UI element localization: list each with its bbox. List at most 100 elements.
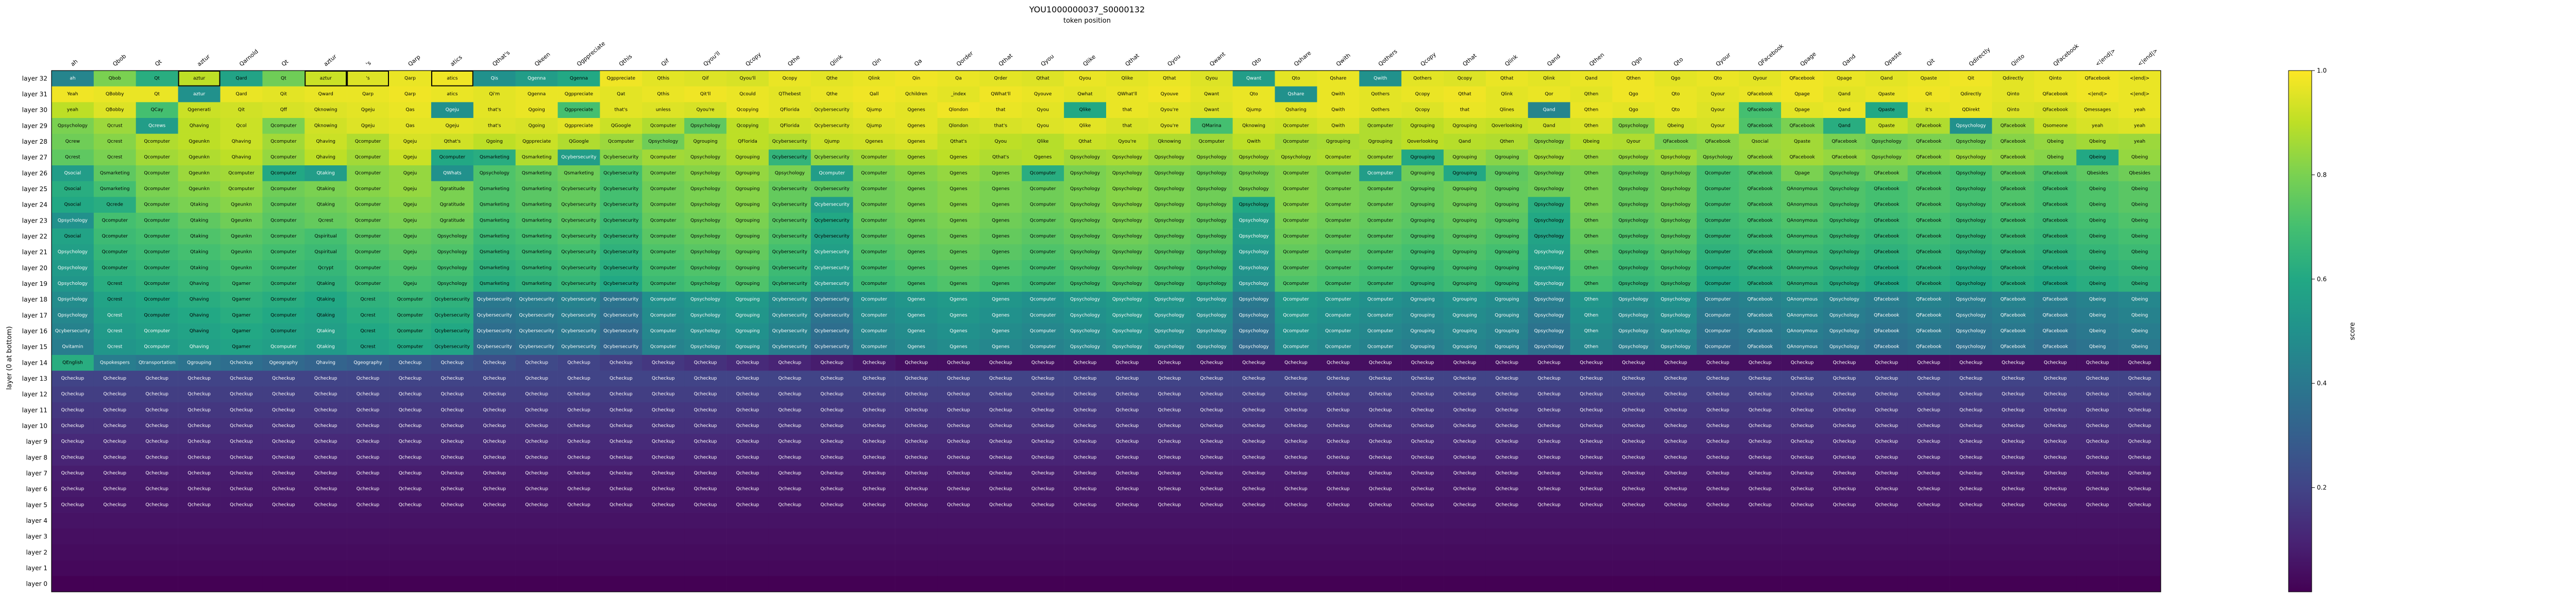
cell-label: Qjump [867,123,882,128]
cell-label: Qpsychology [690,265,721,270]
cell-label: Qcheckup [188,487,211,492]
cell-label: Qgoing [529,123,545,128]
cell-label: Qcheckup [1749,471,1772,476]
cell-label: QFacebook [1916,186,1942,192]
cell-label: QFacebook [1874,218,1900,223]
cell-label: Qcheckup [694,392,717,397]
heatmap-cell [389,434,432,450]
cell-label: Qgrouping [1495,313,1519,318]
heatmap-cell [2034,528,2077,545]
cell-label: Qgeography [353,360,382,365]
heatmap-cell [853,418,895,434]
heatmap-cell [1275,71,1317,87]
cell-label: Qpaste [1921,76,1938,81]
cell-label: Qgrouping [1495,170,1519,176]
heatmap-cell [389,292,432,308]
cell-label: Qcheckup [1622,471,1645,476]
cell-label: Qcheckup [1327,439,1350,445]
cell-label: Qpsychology [1155,250,1185,255]
heatmap-cell [93,292,137,308]
cell-label: Qgenes [907,123,925,128]
heatmap-cell [1654,544,1697,560]
cell-label: Qgrouping [1495,265,1519,270]
heatmap-cell [347,576,389,592]
heatmap-cell [473,513,516,529]
cell-label: atics [447,92,457,97]
cell-label: Qgrouping [1452,313,1477,318]
cell-label: Qpsychology [1956,139,1987,144]
heatmap-cell [135,228,178,245]
cell-label: Qthen [1584,265,1599,270]
cell-label: Qcheckup [314,407,337,413]
heatmap-cell [810,434,854,450]
cell-label: Qcheckup [1833,502,1856,507]
cell-label: Qcheckup [652,487,675,492]
cell-label: Qcheckup [905,392,928,397]
cell-label: QCay [151,108,164,113]
cell-label: Qcheckup [314,439,337,445]
heatmap-cell [1485,228,1529,245]
cell-label: Qyou [1206,76,1218,81]
cell-label: Qgenes [907,170,925,176]
heatmap-cell [937,370,980,387]
heatmap-cell [52,370,94,387]
heatmap-cell [262,292,305,308]
heatmap-cell [937,323,980,339]
heatmap-cell [1907,497,1950,513]
heatmap-cell [1739,292,1782,308]
heatmap-cell [347,544,389,560]
cell-label: Qcybersecurity [815,281,850,286]
heatmap-cell [262,244,305,261]
cell-label: Qcheckup [2128,423,2151,429]
cell-label: QFacebook [1916,297,1942,302]
heatmap-cell [1275,133,1317,150]
cell-label: Qi'm [489,92,500,97]
cell-label: Qcheckup [1116,471,1139,476]
cell-label: Qcybersecurity [772,234,808,239]
cell-label: Qcheckup [1369,423,1392,429]
cell-label: Qcheckup [399,439,422,445]
heatmap-cell [1865,292,1908,308]
cell-label: Qcheckup [1031,407,1055,413]
heatmap-cell [810,450,854,466]
heatmap-cell [93,386,137,403]
cell-label: Qgoing [529,108,545,113]
cell-label: Qcomputer [1283,297,1309,302]
heatmap-cell [1148,133,1191,150]
cell-label: Qsocial [64,186,81,192]
cell-label: Qcheckup [652,502,675,507]
cell-label: Qcheckup [230,423,253,429]
heatmap-cell [810,118,854,134]
cell-label: Qcheckup [736,487,759,492]
cell-label: Qlines [1500,108,1514,113]
cell-label: Qcheckup [1242,376,1265,381]
heatmap-cell [1190,197,1233,213]
heatmap-cell [1907,560,1950,576]
heatmap-cell [1950,370,1992,387]
cell-label: QBobby [106,108,124,113]
cell-label: Qgppreciate [522,139,551,144]
heatmap-cell [135,197,178,213]
cell-label: Qcheckup [1411,502,1434,507]
heatmap-cell [1781,260,1824,276]
cell-label: Qpsychology [690,329,721,334]
cell-label: aztur [193,92,205,97]
column-label: Qcopy [744,51,762,68]
heatmap-cell [389,102,432,118]
cell-label: Qcomputer [1367,329,1394,334]
cell-label: Qcomputer [144,345,170,350]
heatmap-cell [1950,276,1992,292]
cell-label: Qpsychology [1534,170,1565,176]
cell-label: Qbeing [2089,250,2106,255]
cell-label: Qpsychology [58,265,88,270]
heatmap-cell [389,576,432,592]
heatmap-cell [220,339,263,355]
heatmap-cell [1528,228,1570,245]
cell-label: Qbeing [2089,186,2106,192]
heatmap-cell [220,513,263,529]
cell-label: Qcheckup [1411,487,1434,492]
heatmap-cell [1232,497,1275,513]
column-label: Qarp [407,54,422,67]
heatmap-cell [2076,71,2119,87]
heatmap-cell [1359,149,1402,166]
